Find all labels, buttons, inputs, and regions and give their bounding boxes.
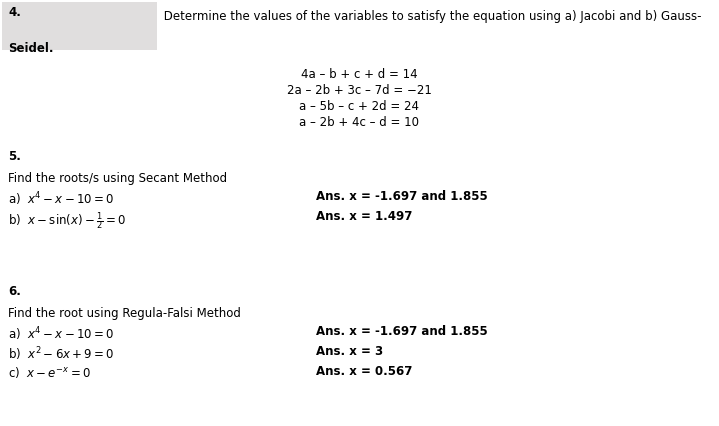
Text: 6.: 6. xyxy=(8,285,21,298)
Text: a – 5b – c + 2d = 24: a – 5b – c + 2d = 24 xyxy=(299,100,419,113)
Text: Find the roots/s using Secant Method: Find the roots/s using Secant Method xyxy=(8,172,227,185)
Text: Ans. x = 0.567: Ans. x = 0.567 xyxy=(316,365,413,378)
Text: a)  $x^4 - x - 10 = 0$: a) $x^4 - x - 10 = 0$ xyxy=(8,190,114,207)
Text: 4a – b + c + d = 14: 4a – b + c + d = 14 xyxy=(301,68,417,81)
Text: Ans. x = 3: Ans. x = 3 xyxy=(316,345,383,358)
Text: c)  $x - e^{-x} = 0$: c) $x - e^{-x} = 0$ xyxy=(8,365,91,380)
Text: b)  $x^2 - 6x + 9 = 0$: b) $x^2 - 6x + 9 = 0$ xyxy=(8,345,114,363)
Text: Determine the values of the variables to satisfy the equation using a) Jacobi an: Determine the values of the variables to… xyxy=(160,10,702,23)
Text: Find the root using Regula-Falsi Method: Find the root using Regula-Falsi Method xyxy=(8,307,241,320)
Text: Ans. x = -1.697 and 1.855: Ans. x = -1.697 and 1.855 xyxy=(316,190,488,203)
Text: b)  $x - \sin(x) - \frac{1}{2} = 0$: b) $x - \sin(x) - \frac{1}{2} = 0$ xyxy=(8,210,126,232)
Text: Ans. x = 1.497: Ans. x = 1.497 xyxy=(316,210,413,223)
Text: 2a – 2b + 3c – 7d = −21: 2a – 2b + 3c – 7d = −21 xyxy=(287,84,431,97)
Text: Ans. x = -1.697 and 1.855: Ans. x = -1.697 and 1.855 xyxy=(316,325,488,338)
Text: 4.: 4. xyxy=(8,6,21,19)
Text: Seidel.: Seidel. xyxy=(8,42,53,55)
Text: a)  $x^4 - x - 10 = 0$: a) $x^4 - x - 10 = 0$ xyxy=(8,325,114,343)
FancyBboxPatch shape xyxy=(2,2,157,50)
Text: 5.: 5. xyxy=(8,150,21,163)
Text: a – 2b + 4c – d = 10: a – 2b + 4c – d = 10 xyxy=(299,116,419,129)
